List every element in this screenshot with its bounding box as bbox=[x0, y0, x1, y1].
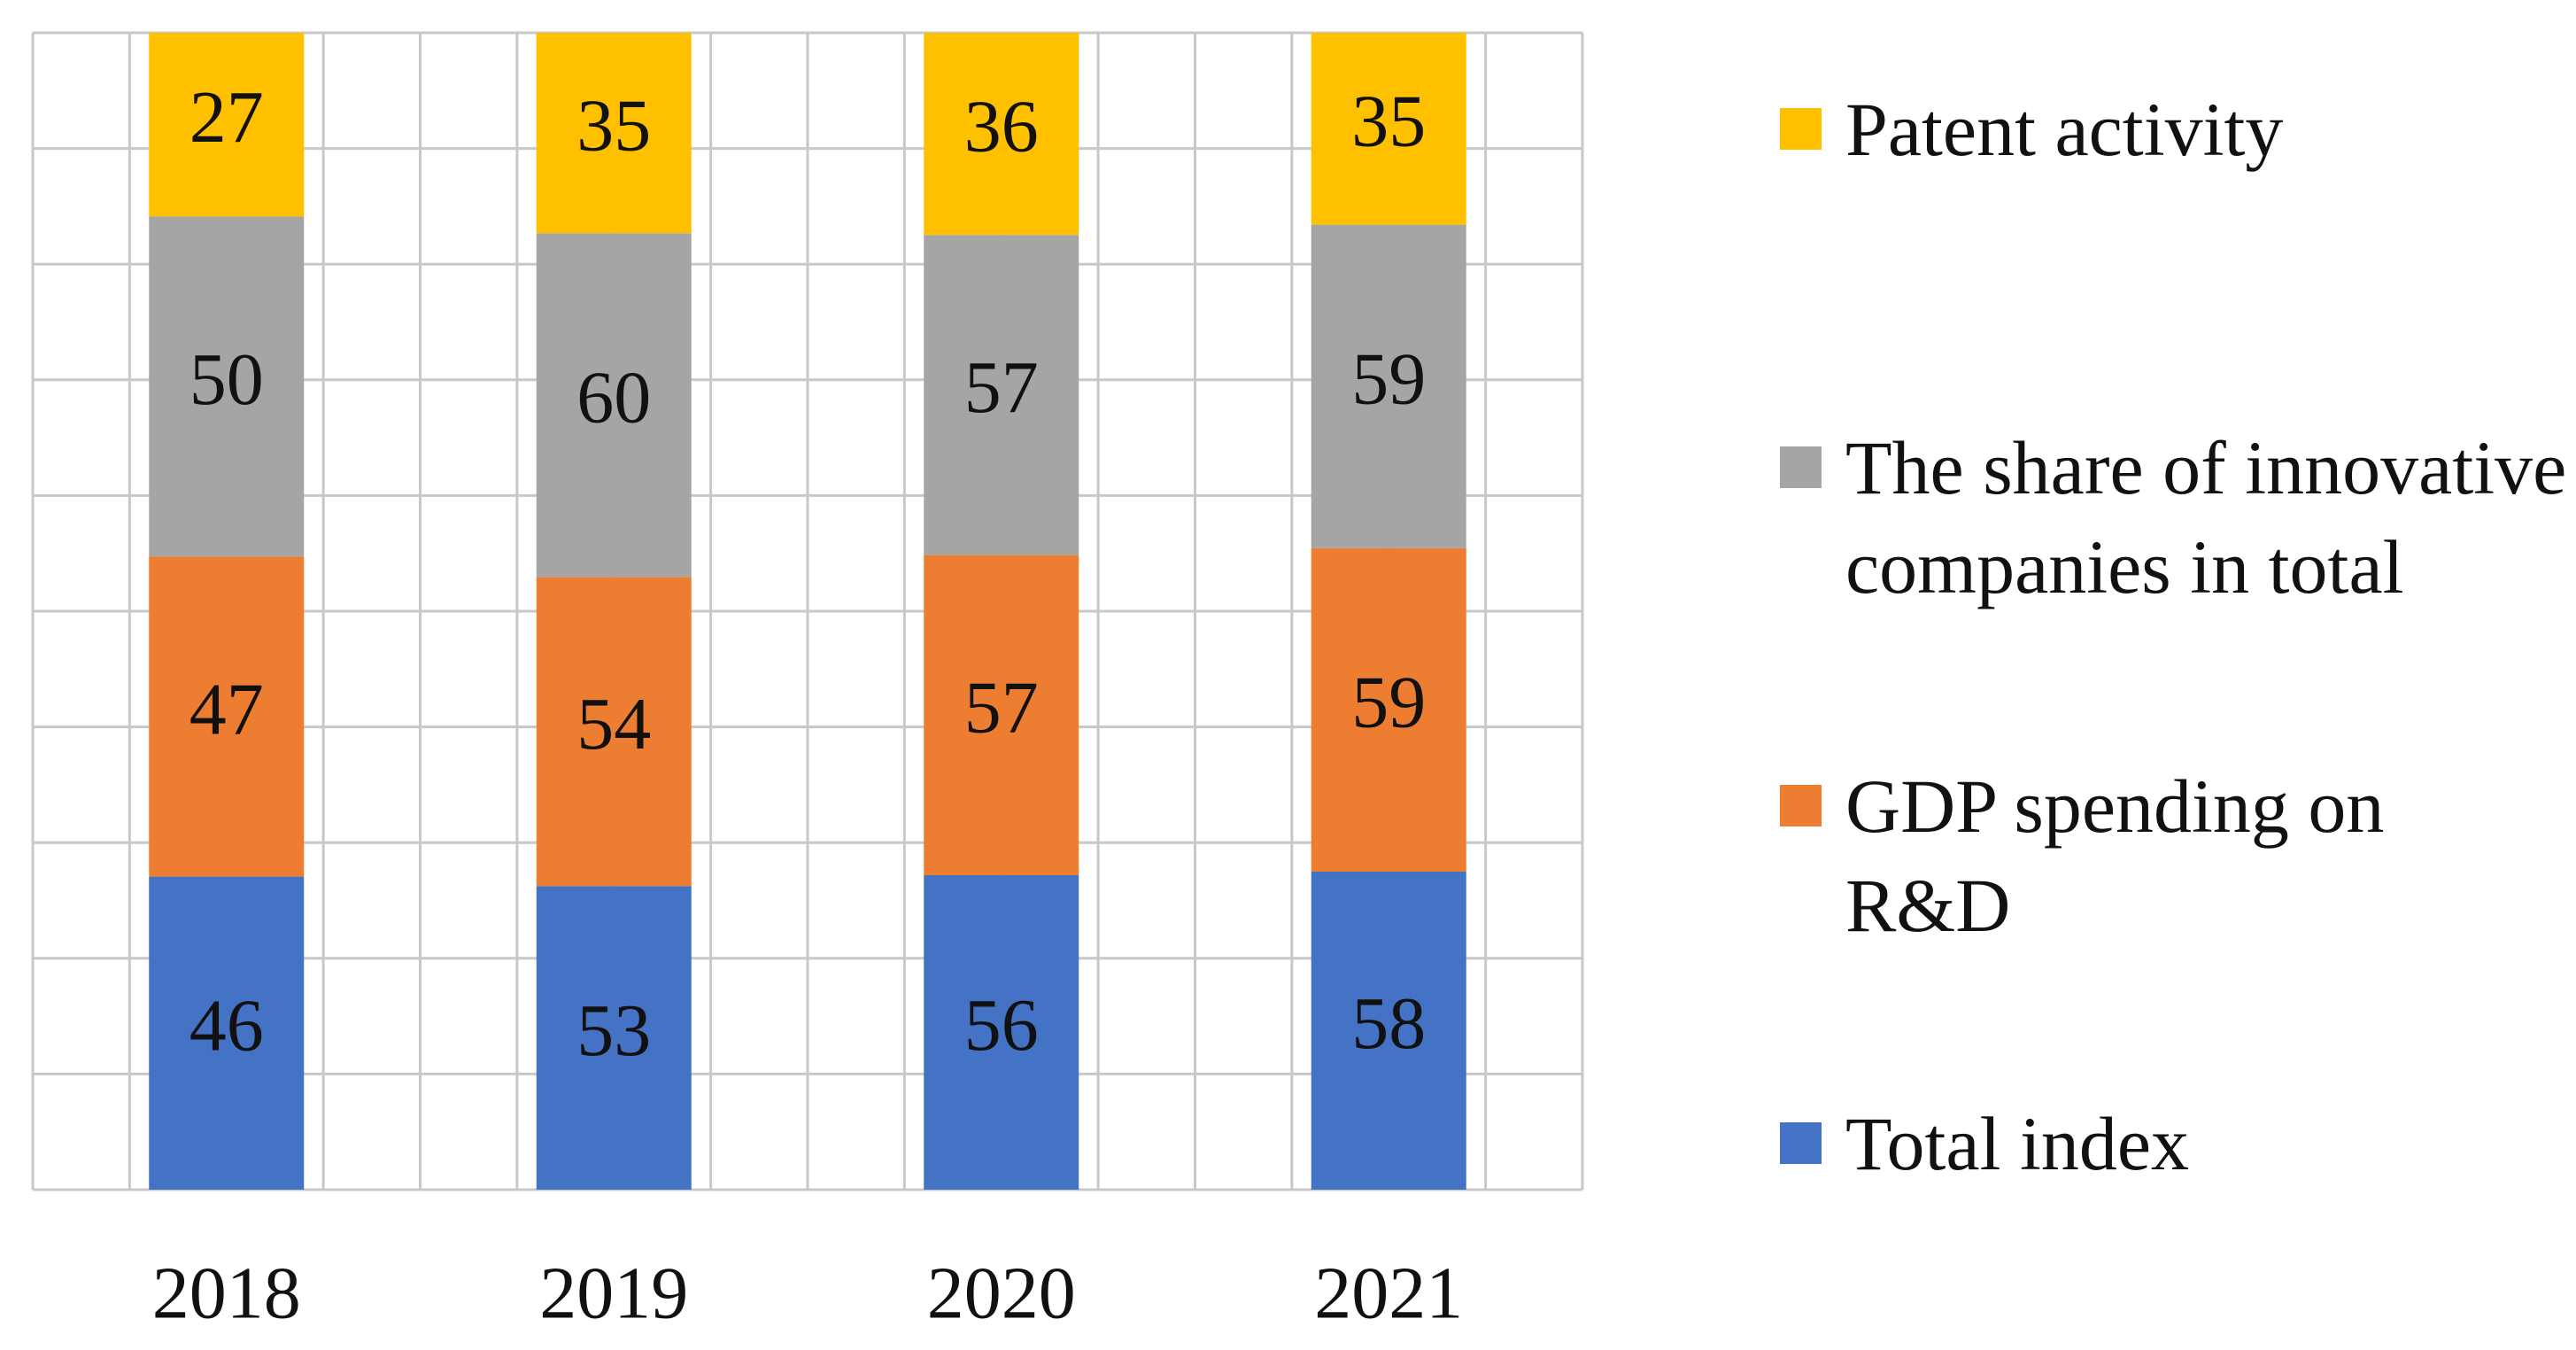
legend-item: GDP spending on R&D bbox=[1780, 756, 2465, 955]
data-label: 27 bbox=[190, 76, 264, 159]
data-label: 53 bbox=[576, 989, 651, 1072]
data-label: 46 bbox=[190, 985, 264, 1067]
legend-label: The share of innovative companies in tot… bbox=[1845, 425, 2567, 609]
data-label: 58 bbox=[1351, 982, 1426, 1065]
x-tick-label: 2018 bbox=[152, 1252, 301, 1334]
legend-label: GDP spending on R&D bbox=[1845, 764, 2385, 948]
bar-segment bbox=[536, 33, 692, 234]
bar-segment bbox=[1311, 872, 1466, 1190]
bar-segment bbox=[149, 216, 305, 557]
bar-segment bbox=[1311, 547, 1466, 873]
bar-segment bbox=[1311, 224, 1466, 548]
bar-segment bbox=[149, 556, 305, 877]
data-label: 35 bbox=[576, 84, 651, 167]
bar-segment bbox=[924, 555, 1079, 875]
data-label: 56 bbox=[964, 984, 1039, 1067]
legend-label: Patent activity bbox=[1845, 87, 2284, 172]
bar-segment bbox=[924, 235, 1079, 555]
data-label: 60 bbox=[576, 357, 651, 439]
bar-segment bbox=[536, 577, 692, 887]
legend-label: Total index bbox=[1845, 1101, 2190, 1186]
bar-segment bbox=[536, 886, 692, 1190]
bar-segment bbox=[149, 876, 305, 1190]
data-label: 59 bbox=[1351, 662, 1426, 744]
data-label: 59 bbox=[1351, 338, 1426, 421]
data-label: 50 bbox=[190, 338, 264, 421]
legend-swatch bbox=[1780, 1122, 1822, 1164]
x-tick-label: 2021 bbox=[1314, 1252, 1463, 1334]
data-label: 47 bbox=[190, 668, 264, 750]
bar-segment bbox=[924, 874, 1079, 1190]
legend-item: The share of innovative companies in tot… bbox=[1780, 418, 2576, 617]
data-label: 57 bbox=[964, 346, 1039, 429]
bar-segment bbox=[149, 33, 305, 217]
data-label: 36 bbox=[964, 85, 1039, 167]
x-tick-label: 2020 bbox=[927, 1252, 1076, 1334]
legend-item: Patent activity bbox=[1780, 80, 2576, 179]
legend-swatch bbox=[1780, 446, 1822, 488]
bar-segment bbox=[1311, 33, 1466, 225]
bar-segment bbox=[924, 33, 1079, 236]
legend-swatch bbox=[1780, 785, 1822, 826]
data-label: 57 bbox=[964, 667, 1039, 749]
legend-swatch bbox=[1780, 108, 1822, 150]
data-label: 54 bbox=[576, 683, 651, 765]
x-tick-label: 2019 bbox=[539, 1252, 688, 1334]
legend-item: Total index bbox=[1780, 1094, 2576, 1193]
data-label: 35 bbox=[1351, 81, 1426, 163]
bar-segment bbox=[536, 233, 692, 578]
